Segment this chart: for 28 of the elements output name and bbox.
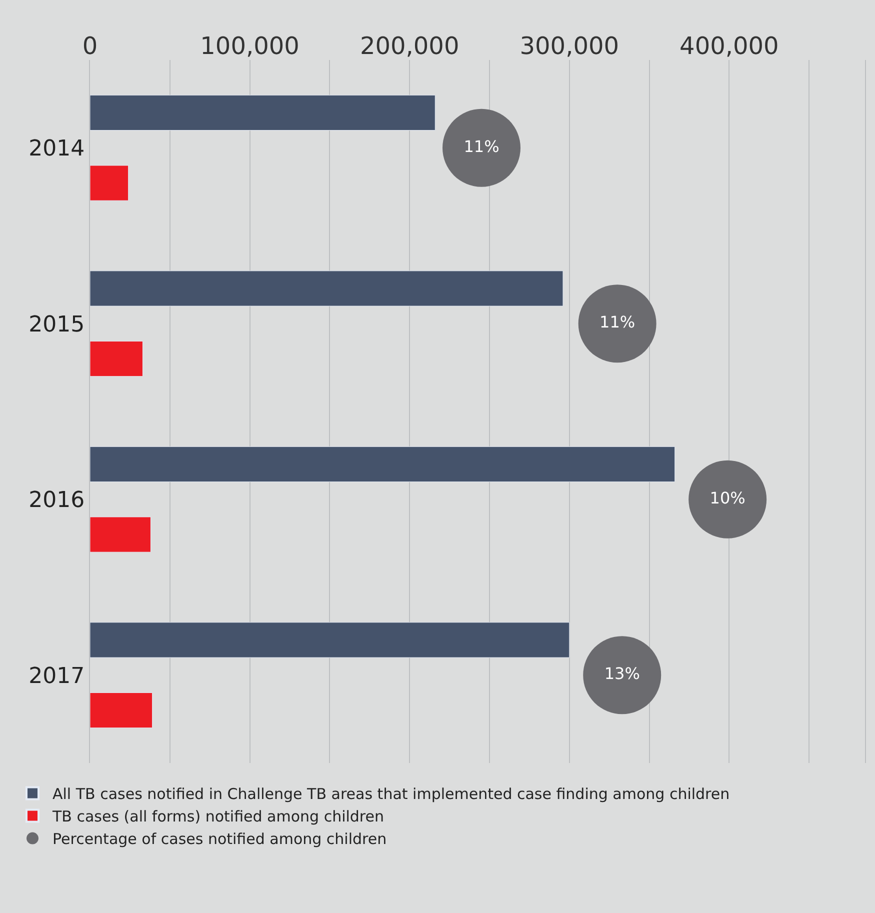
annotation: 11% [600, 312, 636, 332]
legend-label: All TB cases notified in Challenge TB areas that implemented case finding among children [52, 785, 730, 804]
x-tick-label: 300,000 [520, 32, 620, 60]
y-tick-label: 2014 [28, 136, 85, 162]
y-tick-label: 2017 [28, 664, 85, 689]
bar [90, 516, 151, 552]
bar [90, 622, 570, 658]
point [583, 636, 662, 714]
bar [90, 692, 153, 728]
x-tick-label: 200,000 [360, 32, 460, 60]
annotation: 10% [710, 488, 746, 508]
x-tick-label: 400,000 [680, 32, 779, 60]
x-tick-label: 100,000 [200, 32, 300, 60]
annotation: 11% [464, 136, 500, 156]
legend-label: Percentage of cases notified among children [52, 830, 387, 848]
annotation: 13% [604, 664, 640, 684]
y-tick-label: 2016 [28, 488, 85, 514]
bar [90, 446, 676, 482]
point [688, 460, 767, 538]
bar [90, 340, 143, 377]
legend-label: TB cases (all forms) notified among children [52, 808, 384, 826]
x-tick-label: 0 [82, 32, 98, 60]
bar [90, 94, 436, 131]
point [442, 108, 520, 187]
bar [90, 270, 564, 306]
y-tick-label: 2015 [28, 312, 85, 338]
point [578, 284, 656, 363]
bar [90, 165, 129, 201]
